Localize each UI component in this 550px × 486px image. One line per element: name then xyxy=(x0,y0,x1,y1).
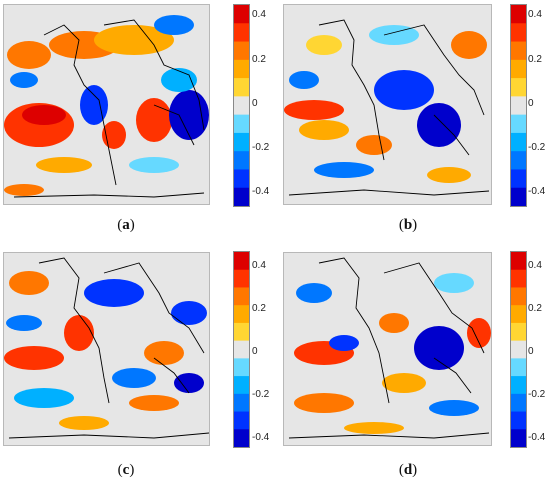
colorbar-segment xyxy=(511,287,526,306)
colorbar-segment xyxy=(234,23,249,43)
colorbar-segment xyxy=(234,287,249,306)
colorbar-tick: 0.4 xyxy=(252,260,266,271)
colorbar-segment xyxy=(511,358,526,377)
colorbar-segment xyxy=(511,340,526,359)
coastline xyxy=(8,257,209,439)
colorbar-segment xyxy=(234,322,249,342)
panel-caption-c: (c) xyxy=(117,462,135,478)
colorbar-segment xyxy=(511,41,526,61)
colorbar-segment xyxy=(234,169,249,189)
colorbar-segment xyxy=(234,358,249,377)
colorbar-segment xyxy=(234,5,249,24)
colorbar-segment xyxy=(511,305,526,324)
colorbar-c xyxy=(233,251,250,448)
colorbar-tick: 0 xyxy=(528,98,534,109)
colorbar-tick: 0.4 xyxy=(528,9,542,20)
map-b xyxy=(283,4,492,205)
colorbar-segment xyxy=(511,59,526,79)
colorbar-segment xyxy=(234,305,249,324)
colorbar-segment xyxy=(234,376,249,395)
colorbar-segment xyxy=(234,41,249,61)
colorbar-segment xyxy=(511,23,526,43)
colorbar-segment xyxy=(511,187,526,206)
colorbar-segment xyxy=(234,411,249,430)
coastline xyxy=(288,257,490,439)
colorbar-segment xyxy=(234,151,249,170)
anomaly-field xyxy=(294,273,491,434)
colorbar-segment xyxy=(234,269,249,288)
colorbar-tick: -0.4 xyxy=(252,186,270,197)
colorbar-segment xyxy=(234,252,249,271)
panel-caption-d: (d) xyxy=(398,462,418,478)
map-d xyxy=(283,252,492,446)
colorbar-tick: 0.2 xyxy=(528,303,542,314)
colorbar-segment xyxy=(511,252,526,271)
colorbar-tick: 0.2 xyxy=(252,303,266,314)
colorbar-segment xyxy=(511,411,526,430)
colorbar-segment xyxy=(234,114,249,134)
colorbar-segment xyxy=(511,96,526,116)
colorbar-segment xyxy=(234,393,249,413)
colorbar-tick: 0 xyxy=(252,98,258,109)
colorbar-tick: -0.2 xyxy=(252,142,270,153)
colorbar-segment xyxy=(234,187,249,206)
colorbar-tick: 0 xyxy=(252,346,258,357)
colorbar-segment xyxy=(511,376,526,395)
colorbar-tick: -0.2 xyxy=(528,142,546,153)
colorbar-segment xyxy=(234,132,249,152)
colorbar-tick: 0.4 xyxy=(528,260,542,271)
panel-caption-a: (a) xyxy=(117,217,135,233)
colorbar-segment xyxy=(511,78,526,97)
colorbar-segment xyxy=(234,429,249,447)
colorbar-segment xyxy=(511,132,526,152)
colorbar-tick: 0 xyxy=(528,346,534,357)
colorbar-tick: -0.2 xyxy=(528,389,546,400)
colorbar-segment xyxy=(511,322,526,342)
colorbar-segment xyxy=(511,151,526,170)
coastline xyxy=(288,19,490,196)
coastline xyxy=(13,19,205,198)
anomaly-field xyxy=(4,271,207,430)
colorbar-tick: -0.4 xyxy=(252,432,270,443)
colorbar-segment xyxy=(234,78,249,97)
colorbar-segment xyxy=(511,393,526,413)
anomaly-field xyxy=(4,15,209,196)
colorbar-tick: -0.2 xyxy=(252,389,270,400)
colorbar-tick: -0.4 xyxy=(528,432,546,443)
colorbar-segment xyxy=(511,269,526,288)
anomaly-field xyxy=(284,25,487,183)
colorbar-tick: 0.2 xyxy=(252,54,266,65)
map-c xyxy=(3,252,210,446)
colorbar-b xyxy=(510,4,527,207)
colorbar-segment xyxy=(234,59,249,79)
colorbar-segment xyxy=(511,114,526,134)
colorbar-segment xyxy=(511,429,526,447)
colorbar-segment xyxy=(234,96,249,116)
colorbar-tick: 0.2 xyxy=(528,54,542,65)
colorbar-tick: -0.4 xyxy=(528,186,546,197)
colorbar-segment xyxy=(234,340,249,359)
colorbar-tick: 0.4 xyxy=(252,9,266,20)
colorbar-segment xyxy=(511,169,526,189)
panel-caption-b: (b) xyxy=(398,217,418,233)
map-a xyxy=(3,4,210,205)
colorbar-a xyxy=(233,4,250,207)
colorbar-d xyxy=(510,251,527,448)
colorbar-segment xyxy=(511,5,526,24)
